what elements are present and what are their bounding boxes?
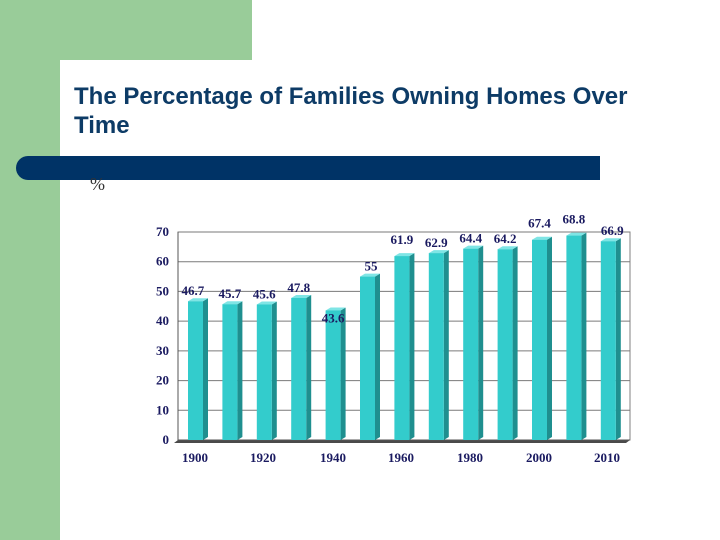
data-label: 67.4 (528, 216, 551, 231)
bar-top-1980 (463, 245, 484, 249)
green-top-block (60, 0, 252, 60)
bar-1930 (291, 297, 307, 440)
bar-1970 (428, 253, 444, 440)
green-side-strip (0, 0, 60, 540)
bar-side-1960 (409, 253, 415, 440)
bar-side-1930 (306, 294, 312, 440)
bar-side-2010 (581, 232, 587, 440)
bar-top-1920 (256, 301, 277, 305)
bar-side-1900 (203, 298, 208, 440)
bar-side-1910 (237, 301, 243, 440)
y-tick-label: 0 (163, 432, 170, 447)
y-tick-label: 10 (156, 402, 169, 417)
bar-top-2020 (600, 238, 621, 242)
bar-side-2020 (615, 238, 621, 440)
y-tick-label: 30 (156, 343, 169, 358)
data-label: 64.2 (494, 231, 517, 246)
data-label: 47.8 (287, 280, 310, 295)
bar-2020 (600, 241, 616, 440)
data-label: 64.4 (459, 231, 482, 246)
bar-side-2000 (547, 236, 552, 440)
y-tick-label: 70 (156, 224, 169, 239)
bar-top-2000 (532, 236, 552, 240)
bar-top-1940 (325, 307, 346, 311)
data-label: 43.6 (322, 310, 345, 325)
bar-top-1930 (291, 294, 312, 298)
y-tick-label: 50 (156, 283, 169, 298)
bar-top-2010 (566, 232, 587, 236)
data-label: 68.8 (563, 212, 586, 227)
y-tick-label: 40 (156, 313, 169, 328)
x-tick-label: 1940 (320, 450, 346, 465)
bar-side-1920 (271, 301, 277, 440)
bar-side-1980 (478, 245, 484, 440)
x-tick-label: 2000 (526, 450, 552, 465)
x-tick-label: 2010 (594, 450, 620, 465)
slide-title: The Percentage of Families Owning Homes … (74, 83, 628, 139)
y-tick-label: 60 (156, 254, 169, 269)
x-tick-label: 1900 (182, 450, 208, 465)
data-label: 46.7 (182, 283, 205, 298)
bar-side-1940 (340, 307, 346, 440)
y-tick-label: 20 (156, 373, 169, 388)
data-label: 62.9 (425, 235, 448, 250)
bar-1980 (463, 248, 479, 440)
x-tick-label: 1960 (388, 450, 414, 465)
title-divider-band (16, 156, 600, 180)
bar-side-1970 (443, 250, 449, 440)
bar-side-1990 (512, 246, 518, 440)
bar-side-1950 (375, 273, 380, 440)
unit-label: % (90, 174, 105, 194)
data-label: 61.9 (391, 232, 414, 247)
data-label: 55 (365, 259, 379, 274)
bar-top-1990 (497, 246, 518, 250)
bar-top-1950 (360, 273, 380, 277)
bar-1940 (325, 310, 341, 440)
x-tick-label: 1980 (457, 450, 483, 465)
data-label: 66.9 (601, 223, 624, 238)
bar-1950 (360, 276, 375, 440)
bar-1920 (256, 304, 272, 440)
bar-1960 (394, 256, 410, 440)
bar-top-1910 (222, 301, 243, 305)
bar-1990 (497, 249, 513, 440)
bar-top-1970 (428, 250, 449, 254)
bar-2010 (566, 235, 582, 440)
data-label: 45.7 (219, 286, 242, 301)
bar-1910 (222, 304, 238, 440)
chart-floor (174, 440, 630, 443)
data-label: 45.6 (253, 287, 276, 302)
x-tick-label: 1920 (250, 450, 276, 465)
bar-top-1960 (394, 253, 415, 257)
bar-top-1900 (188, 298, 208, 302)
bar-2000 (532, 239, 547, 440)
bar-1900 (188, 301, 203, 440)
